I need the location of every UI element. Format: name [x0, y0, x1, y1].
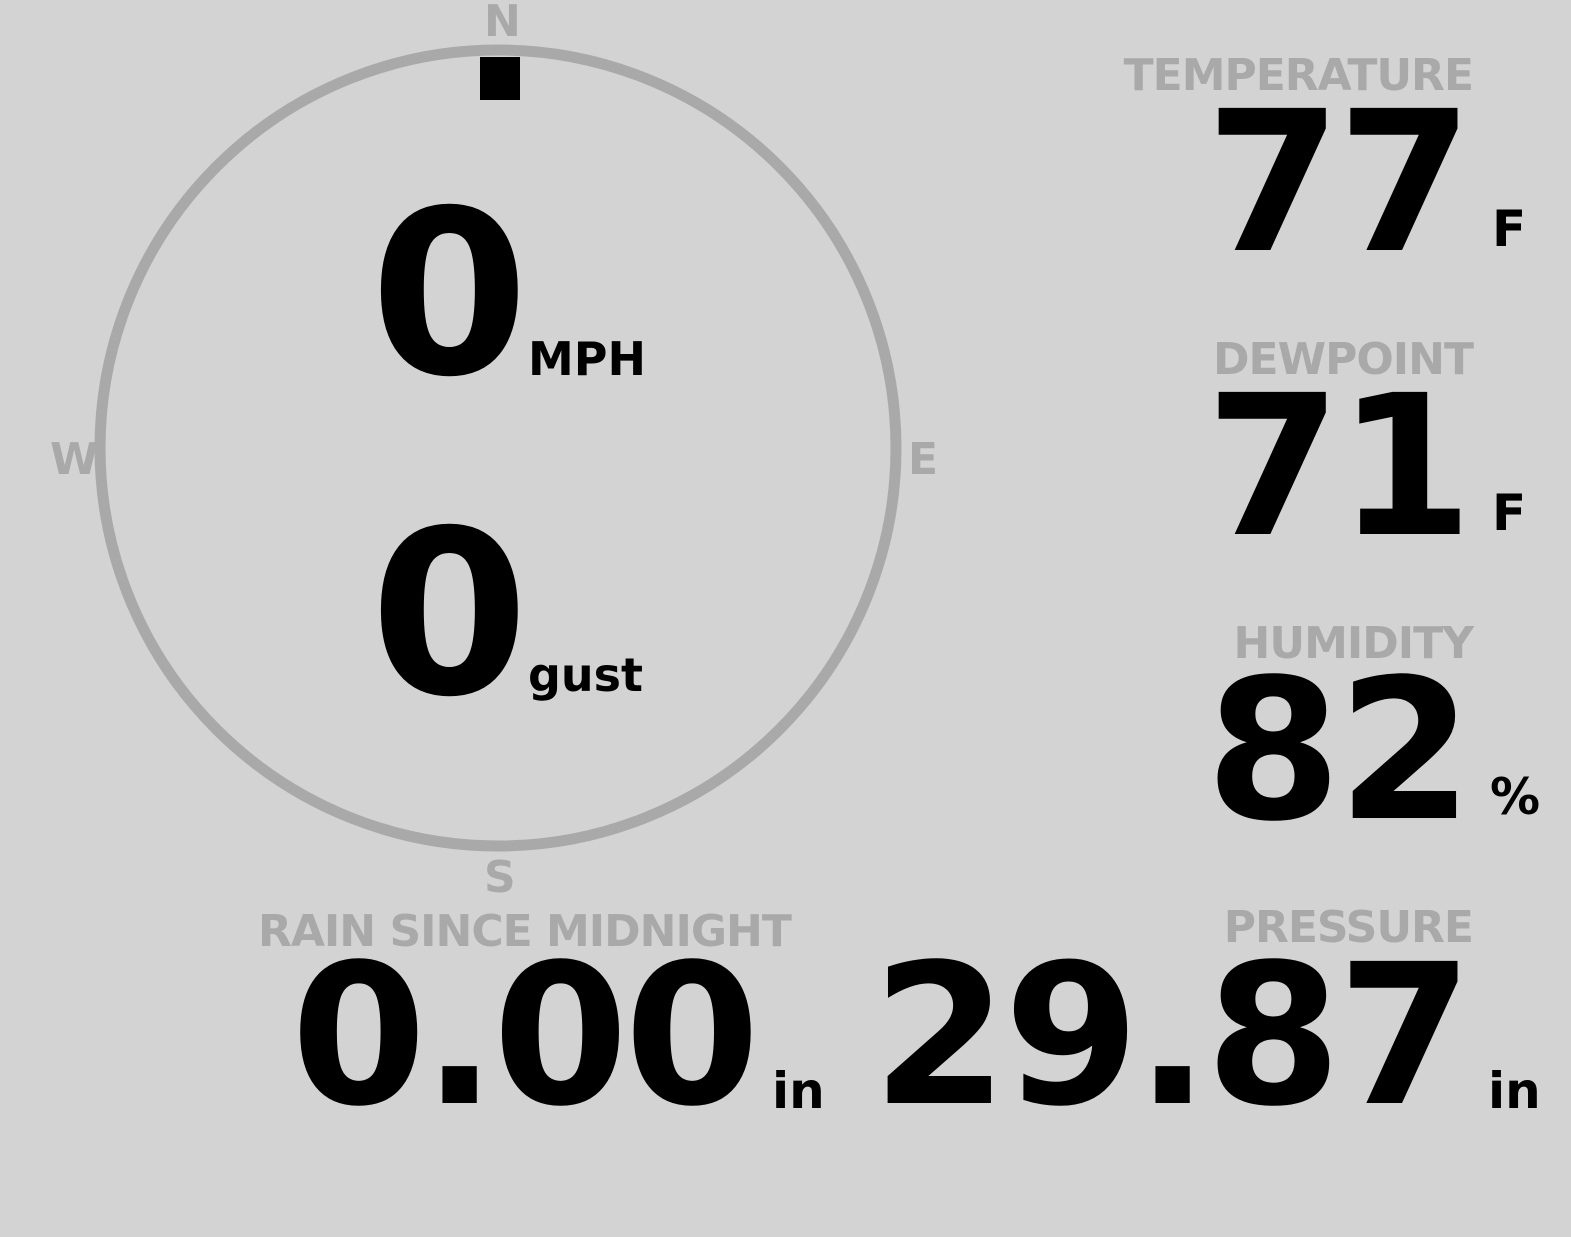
temperature-unit: F	[1492, 200, 1527, 258]
compass-west: W	[50, 434, 99, 485]
compass-south: S	[484, 852, 516, 903]
wind-speed-unit: MPH	[528, 332, 646, 386]
rain-unit: in	[772, 1062, 825, 1120]
pressure-unit: in	[1488, 1062, 1541, 1120]
rain-label: RAIN SINCE MIDNIGHT	[258, 906, 792, 957]
dewpoint-label: DEWPOINT	[1213, 334, 1474, 385]
wind-gust-label: gust	[528, 648, 644, 702]
pressure-label: PRESSURE	[1223, 902, 1474, 953]
humidity-label: HUMIDITY	[1233, 618, 1474, 669]
wind-gust-value: 0	[370, 481, 529, 747]
dewpoint-value: 71	[1205, 353, 1473, 580]
wind-direction-marker	[480, 57, 520, 100]
wind-speed-value: 0	[370, 161, 529, 427]
compass-ring	[94, 44, 902, 852]
compass-north: N	[484, 0, 521, 47]
compass-east: E	[908, 434, 939, 485]
temperature-value: 77	[1205, 69, 1473, 296]
dewpoint-unit: F	[1492, 484, 1527, 542]
pressure-value: 29.87	[872, 922, 1473, 1149]
rain-value: 0.00	[290, 922, 760, 1149]
temperature-label: TEMPERATURE	[1123, 50, 1474, 101]
humidity-value: 82	[1205, 637, 1473, 864]
humidity-unit: %	[1490, 768, 1541, 826]
